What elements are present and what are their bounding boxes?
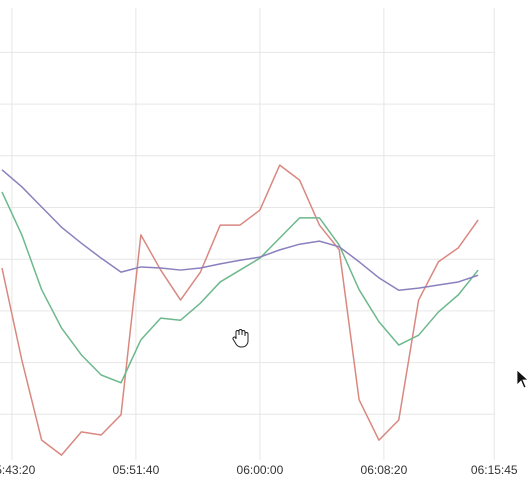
plot: 05:43:20 05:51:40 06:00:00 06:08:20 06:15:45	[0, 8, 518, 477]
x-tick-label: 06:08:20	[361, 463, 408, 477]
x-tick-label: 06:00:00	[237, 463, 284, 477]
x-tick-label: 06:15:45	[471, 463, 518, 477]
series-line	[1, 164, 479, 456]
mouse-pointer	[516, 369, 530, 389]
x-tick-label: 05:51:40	[113, 463, 160, 477]
series-line	[1, 169, 479, 291]
hand-cursor	[232, 329, 249, 348]
series-line	[1, 191, 479, 384]
x-tick-label: 05:43:20	[0, 463, 36, 477]
